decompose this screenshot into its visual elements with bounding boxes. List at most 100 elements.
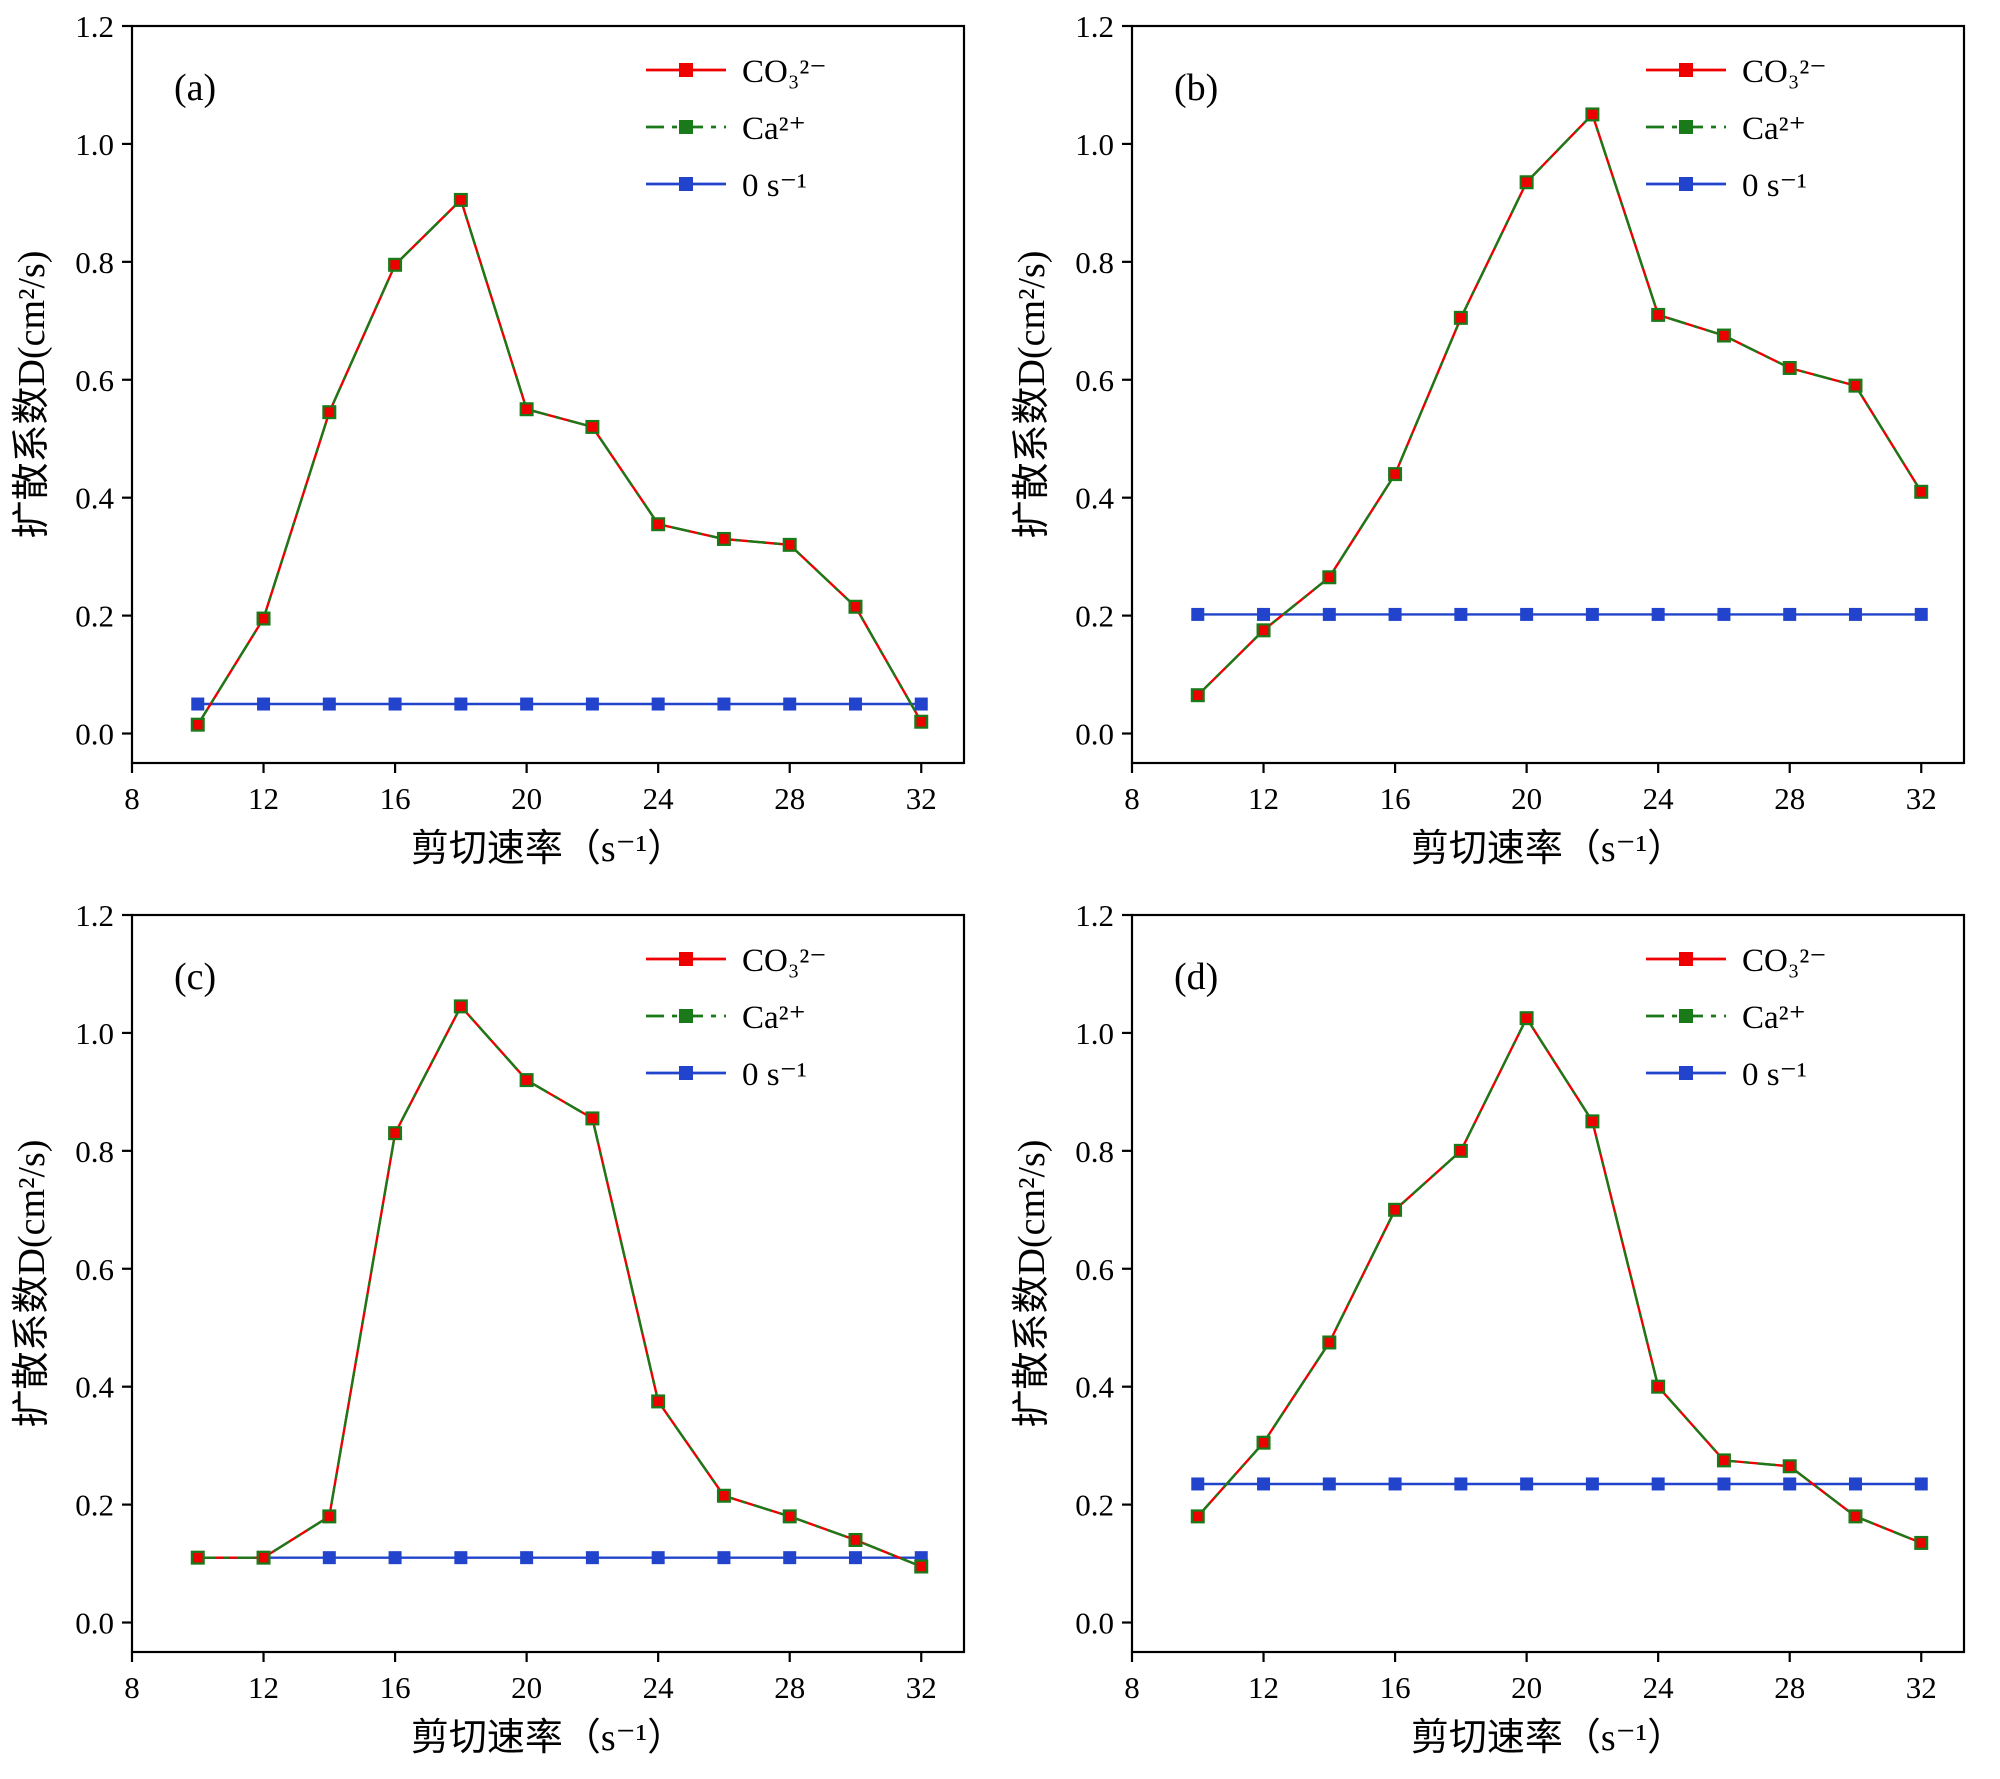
series-marker-2: [388, 1551, 402, 1565]
x-tick-label: 20: [511, 781, 542, 816]
y-tick-label: 0.0: [1075, 1606, 1114, 1641]
x-tick-label: 12: [248, 781, 279, 816]
y-tick-label: 0.4: [1075, 481, 1114, 516]
series-marker-0: [258, 613, 269, 624]
y-tick-label: 0.8: [1075, 245, 1114, 280]
series-marker-0: [850, 1535, 861, 1545]
y-tick-label: 0.2: [75, 1488, 114, 1523]
series-marker-2: [1454, 607, 1468, 621]
series-marker-2: [322, 697, 336, 711]
series-marker-0: [1390, 469, 1400, 479]
x-tick-label: 24: [643, 1670, 675, 1705]
series-marker-2: [191, 697, 205, 711]
series-line-1: [1196, 1015, 1922, 1545]
x-axis-label: 剪切速率（s⁻¹）: [1411, 1717, 1685, 1759]
y-tick-label: 0.6: [1075, 363, 1114, 398]
series-marker-0: [1784, 1461, 1795, 1472]
panel-letter: (a): [174, 67, 216, 109]
series-marker-0: [916, 1561, 926, 1572]
y-axis-label: 扩散系数D(cm²/s): [11, 251, 53, 539]
series-marker-2: [1388, 607, 1402, 621]
series-marker-0: [521, 1075, 532, 1085]
x-tick-label: 32: [906, 1670, 937, 1705]
y-tick-label: 0.4: [1075, 1370, 1114, 1405]
legend-label: 0 s⁻¹: [1742, 168, 1807, 204]
legend-label: Ca²⁺: [742, 1000, 806, 1036]
series-marker-2: [1322, 607, 1336, 621]
series-marker-2: [783, 697, 797, 711]
series-marker-2: [1257, 607, 1271, 621]
x-tick-label: 20: [1511, 1670, 1542, 1705]
series-marker-2: [322, 1551, 336, 1565]
series-marker-2: [257, 697, 271, 711]
legend-marker-sample: [1679, 177, 1693, 191]
series-marker-2: [1848, 607, 1862, 621]
y-tick-label: 1.2: [1075, 9, 1114, 44]
y-tick-label: 0.6: [75, 1252, 114, 1287]
series-marker-0: [587, 1113, 598, 1124]
legend-label: 0 s⁻¹: [1742, 1057, 1807, 1093]
series-marker-2: [1783, 607, 1797, 621]
series-line-0: [1196, 112, 1923, 697]
legend-label: CO₃²⁻: [742, 943, 827, 979]
series-marker-0: [390, 1128, 400, 1138]
series-marker-0: [850, 602, 861, 612]
series-marker-2: [1520, 607, 1534, 621]
x-tick-label: 28: [1774, 781, 1805, 816]
series-marker-2: [585, 697, 599, 711]
series-line-0: [1196, 1015, 1922, 1545]
series-marker-2: [651, 697, 665, 711]
panel-letter: (d): [1174, 956, 1218, 998]
x-tick-label: 24: [1643, 1670, 1675, 1705]
series-marker-2: [1717, 607, 1731, 621]
series-marker-0: [1653, 310, 1663, 320]
legend-marker-sample: [679, 177, 693, 191]
series-line-1: [1196, 112, 1923, 697]
series-marker-0: [1193, 1511, 1203, 1522]
series-marker-2: [1257, 1477, 1271, 1491]
y-tick-label: 0.0: [75, 717, 114, 752]
series-marker-0: [1390, 1205, 1400, 1215]
y-axis-label: 扩散系数D(cm²/s): [11, 1140, 53, 1428]
legend-label: Ca²⁺: [742, 111, 806, 147]
x-tick-label: 32: [1906, 1670, 1937, 1705]
chart-a: 8 12 16 20 24 28 32 0.0 0.2 0.4 0.6 0.8 1.0 1.2 剪切速率（s…: [11, 9, 966, 870]
chart-c: 8 12 16 20 24 28 32 0.0 0.2 0.4 0.6 0.8 1.0 1.2 剪切速率（s…: [11, 898, 966, 1759]
legend-label: 0 s⁻¹: [742, 168, 807, 204]
y-tick-label: 0.0: [1075, 717, 1114, 752]
y-tick-label: 0.2: [1075, 1488, 1114, 1523]
chart-d: 8 12 16 20 24 28 32 0.0 0.2 0.4 0.6 0.8 1.0 1.2 剪切速率（s…: [1011, 898, 1966, 1759]
series-marker-0: [258, 1552, 269, 1563]
series-marker-0: [1850, 380, 1861, 391]
series-marker-0: [390, 260, 400, 270]
series-marker-0: [1258, 1437, 1269, 1448]
series-marker-2: [1914, 1477, 1928, 1491]
series-marker-2: [848, 697, 862, 711]
x-tick-label: 16: [380, 781, 411, 816]
series-marker-0: [653, 1396, 663, 1407]
x-tick-label: 12: [248, 1670, 279, 1705]
y-axis-label: 扩散系数D(cm²/s): [1011, 251, 1053, 539]
x-tick-label: 20: [1511, 781, 1542, 816]
series-marker-2: [1914, 607, 1928, 621]
x-tick-label: 20: [511, 1670, 542, 1705]
series-marker-0: [1456, 313, 1466, 323]
y-tick-label: 0.6: [1075, 1252, 1114, 1287]
legend-marker-sample: [1679, 1009, 1693, 1023]
series-marker-0: [1916, 487, 1926, 497]
panel-d: 8 12 16 20 24 28 32 0.0 0.2 0.4 0.6 0.8 1.0 1.2 剪切速率（s…: [1000, 889, 2000, 1779]
panel-b: 8 12 16 20 24 28 32 0.0 0.2 0.4 0.6 0.8 1.0 1.2 剪切速率（s…: [1000, 0, 2000, 889]
plot-frame: [130, 913, 966, 1654]
series-marker-2: [585, 1551, 599, 1565]
legend-label: CO₃²⁻: [742, 54, 827, 90]
series-line-1: [197, 1004, 922, 1568]
legend-label: Ca²⁺: [1742, 111, 1806, 147]
series-marker-0: [719, 1491, 729, 1501]
series-marker-0: [653, 519, 663, 529]
y-tick-label: 1.2: [75, 9, 114, 44]
y-tick-label: 1.0: [75, 127, 114, 162]
series-line-0: [197, 1004, 922, 1568]
series-marker-2: [1585, 607, 1599, 621]
legend-marker-sample: [1679, 120, 1693, 134]
y-tick-label: 0.6: [75, 363, 114, 398]
